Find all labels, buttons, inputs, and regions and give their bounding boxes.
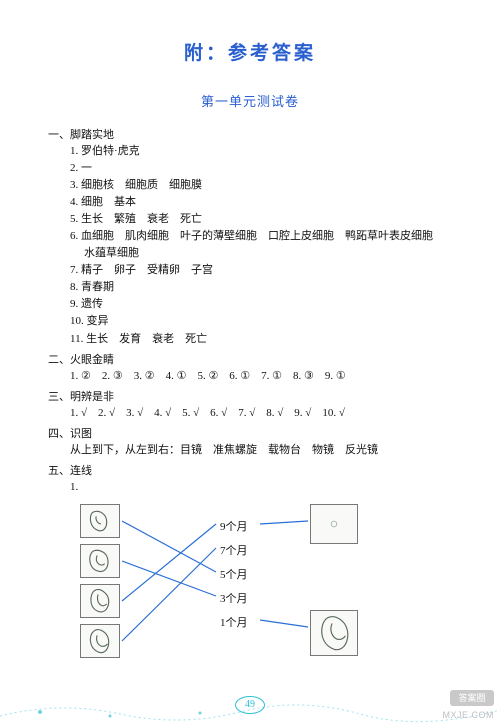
embryo-icon bbox=[81, 625, 119, 657]
s1-item-5: 5. 生长 繁殖 衰老 死亡 bbox=[70, 211, 452, 228]
s1-item-2: 2. 一 bbox=[70, 160, 452, 177]
page-number: 49 bbox=[235, 696, 265, 714]
s1-item-10: 10. 变异 bbox=[70, 313, 452, 330]
embryo-icon bbox=[311, 505, 357, 543]
s1-item-6: 6. 血细胞 肌肉细胞 叶子的薄壁细胞 口腔上皮细胞 鸭跖草叶表皮细胞 水蕴草细… bbox=[70, 228, 452, 262]
embryo-icon bbox=[81, 585, 119, 617]
section-1-head: 一、脚踏实地 bbox=[48, 126, 452, 142]
section-2-body: 1. ② 2. ③ 3. ② 4. ① 5. ② 6. ① 7. ① 8. ③ … bbox=[48, 368, 452, 385]
section-5-head: 五、连线 bbox=[48, 462, 452, 478]
section-1-list: 1. 罗伯特·虎克 2. 一 3. 细胞核 细胞质 细胞膜 4. 细胞 基本 5… bbox=[48, 143, 452, 348]
watermark-badge: 答案圈 bbox=[450, 690, 494, 706]
embryo-icon bbox=[311, 611, 357, 655]
embryo-box-left-4 bbox=[80, 624, 120, 658]
s1-item-7: 7. 精子 卵子 受精卵 子宫 bbox=[70, 262, 452, 279]
month-label-1: 1个月 bbox=[220, 614, 248, 630]
section-4-body: 从上到下，从左到右：目镜 准焦螺旋 载物台 物镜 反光镜 bbox=[48, 442, 452, 459]
embryo-box-left-1 bbox=[80, 504, 120, 538]
month-label-5: 5个月 bbox=[220, 566, 248, 582]
s1-item-9: 9. 遗传 bbox=[70, 296, 452, 313]
s1-item-8: 8. 青春期 bbox=[70, 279, 452, 296]
embryo-icon bbox=[81, 505, 119, 537]
page-number-wrap: 49 bbox=[0, 694, 500, 714]
embryo-box-left-2 bbox=[80, 544, 120, 578]
embryo-box-right-2 bbox=[310, 610, 358, 656]
s1-item-11: 11. 生长 发育 衰老 死亡 bbox=[70, 331, 452, 348]
section-5-body: 1. bbox=[48, 479, 452, 496]
month-label-3: 3个月 bbox=[220, 590, 248, 606]
sub-title: 第一单元测试卷 bbox=[48, 91, 452, 110]
month-label-9: 9个月 bbox=[220, 518, 248, 534]
section-2-head: 二、火眼金睛 bbox=[48, 351, 452, 367]
month-label-7: 7个月 bbox=[220, 542, 248, 558]
match-diagram: 9个月 7个月 5个月 3个月 1个月 bbox=[70, 500, 450, 680]
page: 附：参考答案 第一单元测试卷 一、脚踏实地 1. 罗伯特·虎克 2. 一 3. … bbox=[0, 0, 500, 726]
match-lines bbox=[70, 500, 450, 680]
embryo-box-right-1 bbox=[310, 504, 358, 544]
embryo-box-left-3 bbox=[80, 584, 120, 618]
section-4-head: 四、识图 bbox=[48, 425, 452, 441]
section-3-head: 三、明辨是非 bbox=[48, 388, 452, 404]
s1-item-1: 1. 罗伯特·虎克 bbox=[70, 143, 452, 160]
embryo-icon bbox=[81, 545, 119, 577]
main-title: 附：参考答案 bbox=[48, 38, 452, 65]
s1-item-4: 4. 细胞 基本 bbox=[70, 194, 452, 211]
section-3-body: 1. √ 2. √ 3. √ 4. √ 5. √ 6. √ 7. √ 8. √ … bbox=[48, 405, 452, 422]
watermark-text: MXJE.COM bbox=[442, 710, 494, 720]
s1-item-3: 3. 细胞核 细胞质 细胞膜 bbox=[70, 177, 452, 194]
